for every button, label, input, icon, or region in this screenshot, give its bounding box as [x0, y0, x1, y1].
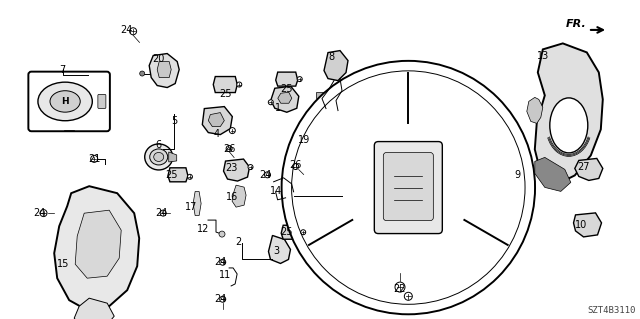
Text: 19: 19: [298, 135, 310, 145]
Text: 20: 20: [152, 54, 165, 64]
Polygon shape: [271, 86, 299, 112]
Polygon shape: [74, 298, 114, 319]
Polygon shape: [149, 54, 179, 87]
Circle shape: [220, 259, 226, 265]
Circle shape: [301, 230, 306, 235]
Text: 7: 7: [60, 65, 66, 75]
Text: 6: 6: [156, 140, 162, 150]
Text: 24: 24: [33, 208, 46, 218]
Polygon shape: [169, 152, 177, 162]
Circle shape: [264, 172, 271, 178]
Ellipse shape: [145, 144, 173, 170]
Polygon shape: [276, 72, 298, 86]
Text: 5: 5: [171, 115, 177, 126]
Polygon shape: [324, 51, 348, 81]
Circle shape: [219, 231, 225, 237]
Text: 14: 14: [270, 186, 283, 196]
Text: FR.: FR.: [566, 19, 586, 29]
Polygon shape: [535, 157, 571, 191]
Circle shape: [220, 296, 226, 302]
Polygon shape: [209, 113, 225, 127]
Ellipse shape: [50, 91, 80, 112]
Polygon shape: [278, 92, 292, 103]
Polygon shape: [223, 159, 250, 181]
Text: 26: 26: [223, 144, 236, 154]
Polygon shape: [298, 129, 316, 149]
Polygon shape: [202, 107, 232, 135]
Text: 2: 2: [235, 237, 241, 248]
Text: 3: 3: [273, 246, 280, 256]
Text: 27: 27: [577, 162, 590, 173]
Text: 24: 24: [120, 25, 133, 35]
Text: 4: 4: [213, 129, 220, 139]
Polygon shape: [157, 62, 172, 78]
Text: 26: 26: [289, 160, 302, 170]
Text: 13: 13: [536, 51, 549, 61]
Circle shape: [268, 100, 273, 105]
Circle shape: [40, 210, 47, 217]
Ellipse shape: [150, 149, 168, 165]
Text: 9: 9: [514, 170, 520, 180]
Text: 24: 24: [214, 256, 227, 267]
FancyBboxPatch shape: [98, 94, 106, 108]
Text: H: H: [61, 97, 69, 106]
Text: 8: 8: [328, 52, 335, 62]
Ellipse shape: [154, 152, 164, 161]
Circle shape: [160, 210, 166, 216]
Text: 15: 15: [56, 259, 69, 269]
Polygon shape: [168, 168, 188, 182]
Circle shape: [229, 128, 236, 134]
Circle shape: [404, 292, 412, 300]
Text: 12: 12: [197, 224, 210, 234]
Text: 16: 16: [225, 192, 238, 202]
Polygon shape: [193, 191, 201, 216]
FancyBboxPatch shape: [383, 152, 433, 220]
Text: 1: 1: [275, 103, 282, 113]
Text: 25: 25: [219, 89, 232, 99]
Text: 24: 24: [155, 208, 168, 218]
Text: 25: 25: [280, 227, 293, 237]
Polygon shape: [573, 213, 602, 237]
Text: 22: 22: [394, 284, 406, 294]
Polygon shape: [575, 159, 603, 181]
Text: 17: 17: [184, 202, 197, 212]
Polygon shape: [232, 185, 246, 207]
Polygon shape: [316, 92, 324, 98]
Polygon shape: [54, 186, 140, 310]
Ellipse shape: [38, 82, 92, 121]
Text: 10: 10: [575, 220, 588, 230]
Text: 24: 24: [259, 170, 272, 180]
Polygon shape: [334, 108, 342, 114]
Text: 23: 23: [225, 163, 238, 174]
Text: 24: 24: [214, 294, 227, 304]
Ellipse shape: [550, 98, 588, 153]
Circle shape: [91, 155, 98, 162]
FancyBboxPatch shape: [28, 72, 110, 131]
Text: 21: 21: [88, 154, 101, 165]
Circle shape: [248, 165, 253, 170]
Circle shape: [282, 61, 535, 314]
Circle shape: [140, 71, 145, 76]
Polygon shape: [535, 43, 603, 185]
Circle shape: [130, 28, 136, 35]
Circle shape: [297, 77, 302, 82]
FancyBboxPatch shape: [374, 142, 442, 234]
Polygon shape: [213, 77, 237, 93]
Polygon shape: [281, 225, 301, 239]
Circle shape: [395, 282, 405, 292]
Polygon shape: [322, 106, 330, 112]
Text: SZT4B3110: SZT4B3110: [588, 306, 636, 315]
Circle shape: [292, 164, 299, 169]
Text: 25: 25: [280, 84, 293, 94]
Text: 25: 25: [165, 170, 178, 180]
Text: 11: 11: [219, 270, 232, 280]
Circle shape: [226, 145, 232, 152]
Polygon shape: [527, 97, 543, 123]
Circle shape: [237, 82, 242, 87]
Circle shape: [188, 174, 193, 179]
Polygon shape: [269, 235, 291, 263]
Polygon shape: [76, 210, 121, 278]
